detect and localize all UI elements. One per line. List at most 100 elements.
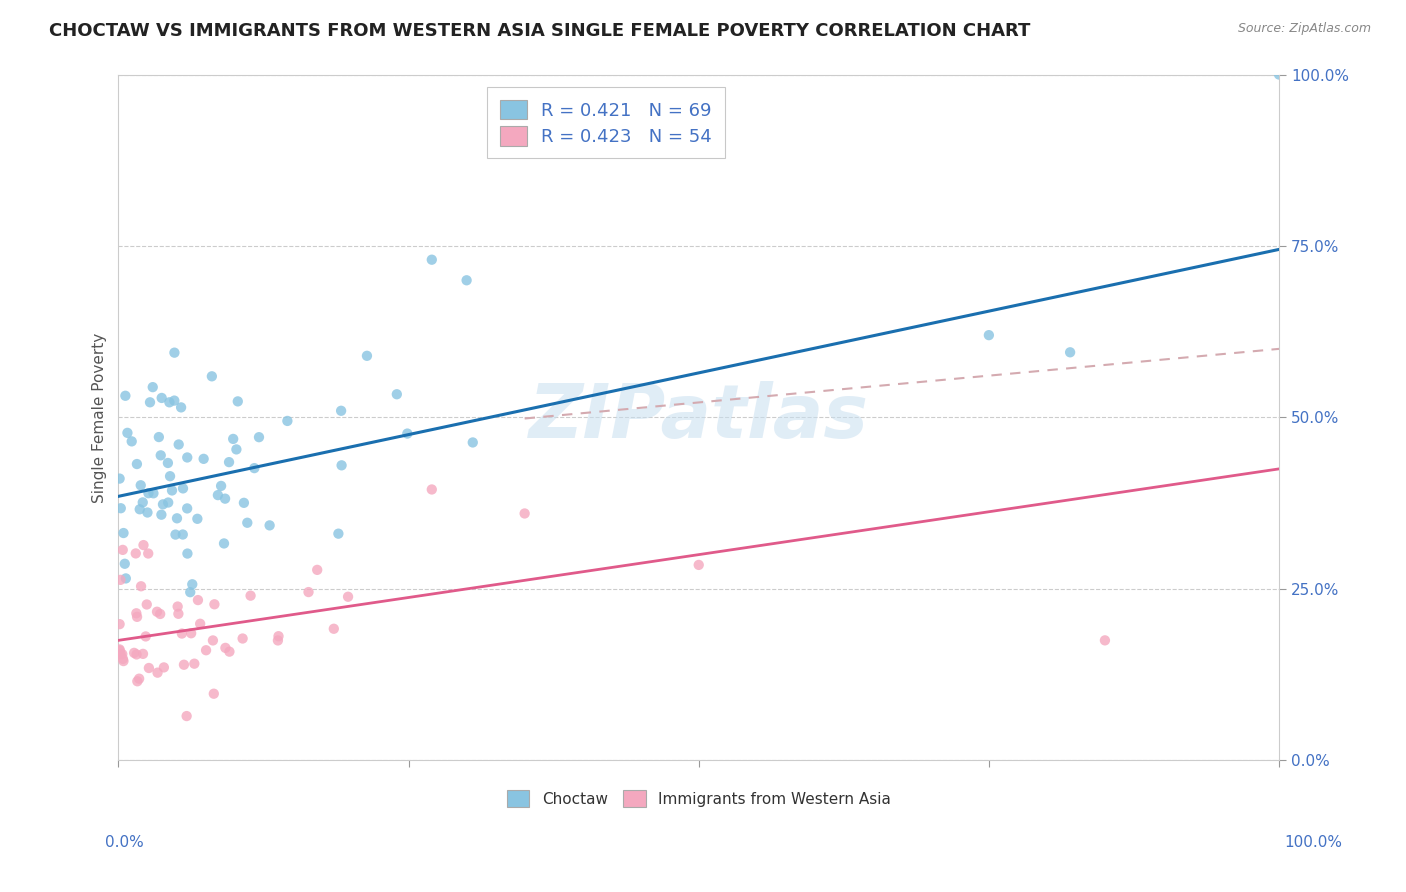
Point (461, 435, 484, 450)
Point (114, 557, 136, 571)
Point (226, 394, 249, 409)
Point (218, 645, 240, 659)
Point (232, 496, 254, 510)
Point (122, 646, 145, 660)
Point (112, 654, 135, 668)
Point (139, 395, 162, 409)
Point (170, 401, 193, 415)
Point (163, 345, 186, 359)
Point (111, 542, 134, 557)
Point (225, 442, 247, 457)
Point (132, 495, 155, 509)
Point (337, 590, 360, 604)
Point (1094, 633, 1116, 648)
Point (356, 349, 378, 363)
Point (218, 455, 240, 469)
Point (201, 633, 224, 648)
Point (142, 380, 165, 394)
Point (159, 469, 181, 483)
Point (153, 660, 176, 674)
Point (135, 629, 157, 643)
Point (128, 672, 150, 686)
Point (176, 501, 198, 516)
Point (186, 512, 208, 526)
Point (125, 546, 148, 560)
Point (157, 395, 180, 409)
Point (328, 526, 350, 541)
Point (222, 432, 245, 446)
Point (202, 687, 225, 701)
Point (111, 652, 134, 666)
Point (127, 674, 149, 689)
Point (176, 450, 198, 465)
Point (129, 478, 152, 492)
Legend: Choctaw, Immigrants from Western Asia: Choctaw, Immigrants from Western Asia (499, 782, 898, 814)
Point (170, 626, 193, 640)
Point (307, 563, 329, 577)
Point (110, 647, 132, 661)
Point (166, 511, 188, 525)
Point (166, 599, 188, 614)
Point (267, 629, 290, 643)
Point (146, 665, 169, 680)
Point (110, 501, 132, 516)
Point (239, 589, 262, 603)
Point (117, 425, 139, 440)
Point (149, 607, 172, 621)
Text: CHOCTAW VS IMMIGRANTS FROM WESTERN ASIA SINGLE FEMALE POVERTY CORRELATION CHART: CHOCTAW VS IMMIGRANTS FROM WESTERN ASIA … (49, 22, 1031, 40)
Point (176, 709, 198, 723)
Point (456, 273, 478, 287)
Point (207, 488, 229, 502)
Point (172, 527, 194, 541)
Point (188, 616, 211, 631)
Point (114, 389, 136, 403)
Point (110, 573, 132, 587)
Point (157, 495, 180, 509)
Point (111, 647, 134, 661)
Point (420, 252, 443, 267)
Point (172, 482, 194, 496)
Point (132, 647, 155, 661)
Point (297, 585, 319, 599)
Point (142, 486, 165, 500)
Point (201, 369, 224, 384)
Point (148, 430, 170, 444)
Point (135, 598, 157, 612)
Point (150, 508, 173, 522)
Point (214, 640, 236, 655)
Point (1059, 345, 1081, 359)
Point (125, 457, 148, 471)
Point (209, 479, 232, 493)
Point (136, 506, 159, 520)
Point (330, 404, 353, 418)
Point (129, 579, 152, 593)
Point (267, 633, 290, 648)
Point (150, 391, 173, 405)
Point (243, 461, 266, 475)
Point (125, 648, 148, 662)
Point (108, 643, 131, 657)
Point (212, 536, 235, 550)
Point (276, 414, 298, 428)
Point (138, 661, 160, 675)
Point (156, 456, 179, 470)
Point (204, 597, 226, 611)
Point (187, 593, 209, 607)
Point (149, 448, 172, 462)
Point (688, 558, 710, 572)
Point (232, 632, 254, 646)
Point (108, 472, 131, 486)
Point (165, 527, 187, 541)
Point (259, 518, 281, 533)
Point (167, 607, 190, 621)
Point (108, 617, 131, 632)
Point (183, 657, 205, 671)
Point (247, 430, 270, 444)
Text: Source: ZipAtlas.com: Source: ZipAtlas.com (1237, 22, 1371, 36)
Point (396, 426, 419, 441)
Point (128, 502, 150, 516)
Point (163, 393, 186, 408)
Point (160, 483, 183, 498)
Point (114, 571, 136, 585)
Point (195, 643, 218, 657)
